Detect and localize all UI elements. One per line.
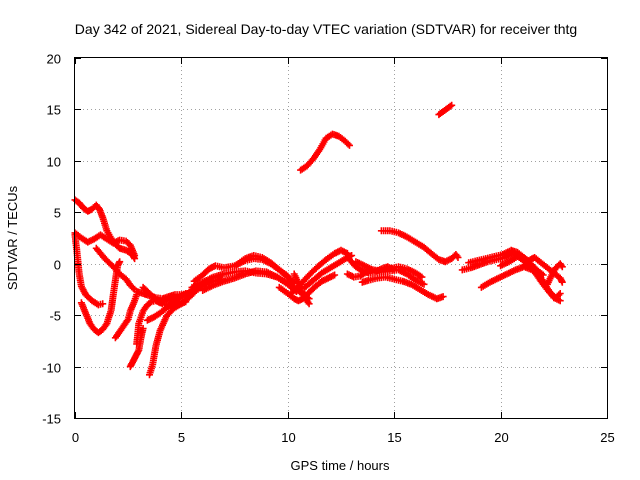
series-arc-21 [297, 130, 353, 174]
axis-ticks [75, 58, 608, 419]
data-point-marker [344, 140, 352, 148]
series-arc-17 [275, 271, 339, 305]
data-point-marker [182, 290, 190, 297]
data-point-marker [448, 101, 456, 109]
data-point-marker [557, 261, 565, 269]
y-tick-label: 5 [54, 206, 61, 221]
x-axis-label: GPS time / hours [291, 458, 390, 473]
series-arc-5 [92, 244, 139, 293]
data-point-marker [346, 141, 353, 149]
grid-lines [75, 58, 607, 418]
data-point-marker [146, 299, 154, 307]
y-tick-label: 20 [47, 52, 61, 67]
y-tick-label: -10 [42, 361, 61, 376]
x-tick-label: 15 [387, 430, 401, 445]
chart-title: Day 342 of 2021, Sidereal Day-to-day VTE… [75, 21, 577, 37]
y-tick-label: 10 [47, 155, 61, 170]
data-point-marker [131, 252, 139, 259]
series-arc-26 [377, 227, 462, 266]
x-tick-label: 20 [494, 430, 508, 445]
y-tick-labels: -15 -10 -5 0 5 10 15 20 [42, 52, 61, 427]
data-point-marker [157, 299, 165, 307]
data-point-marker [129, 284, 137, 292]
x-tick-label: 25 [600, 430, 614, 445]
data-point-marker [453, 252, 461, 260]
data-point-marker [305, 300, 313, 308]
series-arc-25 [358, 273, 447, 303]
plot-frame [74, 57, 608, 419]
series-arc-24 [352, 258, 428, 288]
data-marks [71, 101, 566, 379]
data-point-marker [418, 273, 426, 281]
data-point-marker [555, 291, 563, 299]
series-arc-3 [71, 231, 107, 309]
series-arc-6 [111, 291, 141, 342]
data-point-marker [439, 293, 447, 301]
series-arc-33 [543, 260, 566, 288]
data-point-marker [116, 258, 124, 266]
data-point-marker [99, 300, 107, 308]
data-point-marker [446, 102, 454, 110]
series-arc-19 [288, 246, 351, 296]
data-point-marker [331, 271, 339, 279]
data-point-marker [556, 297, 564, 305]
y-axis-label: SDTVAR / TECUs [5, 185, 20, 290]
x-tick-labels: 0 5 10 15 20 25 [72, 430, 615, 445]
data-point-marker [454, 254, 462, 261]
y-tick-label: 0 [54, 258, 61, 273]
data-point-marker [139, 325, 147, 332]
data-point-marker [123, 317, 131, 325]
x-tick-label: 5 [178, 430, 185, 445]
x-tick-label: 0 [72, 430, 79, 445]
series-arc-4 [77, 258, 124, 337]
data-point-marker [304, 298, 312, 306]
series-arc-12 [143, 290, 190, 324]
series-arc-27 [435, 101, 456, 119]
series-arc-20 [301, 252, 356, 291]
x-tick-label: 10 [281, 430, 295, 445]
data-point-marker [556, 290, 564, 297]
data-point-marker [348, 252, 356, 259]
y-tick-label: -5 [49, 309, 61, 324]
data-point-marker [558, 263, 566, 271]
y-tick-label: 15 [47, 103, 61, 118]
series-arc-16 [233, 252, 298, 287]
data-point-marker [558, 278, 566, 286]
y-tick-label: -15 [42, 412, 61, 427]
data-point-marker [420, 280, 428, 288]
